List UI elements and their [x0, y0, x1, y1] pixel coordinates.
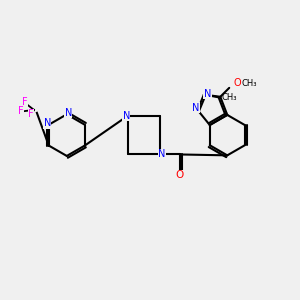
Text: F: F — [22, 98, 28, 107]
Text: N: N — [192, 103, 200, 113]
Text: O: O — [176, 170, 184, 180]
Text: O: O — [234, 78, 241, 88]
Text: N: N — [122, 111, 130, 121]
Text: CH₃: CH₃ — [222, 93, 237, 102]
Text: N: N — [158, 149, 166, 160]
Text: N: N — [204, 89, 211, 99]
Text: F: F — [18, 106, 23, 116]
Text: CH₃: CH₃ — [242, 79, 257, 88]
Text: N: N — [44, 118, 51, 128]
Text: N: N — [64, 108, 72, 118]
Text: F: F — [28, 109, 34, 119]
